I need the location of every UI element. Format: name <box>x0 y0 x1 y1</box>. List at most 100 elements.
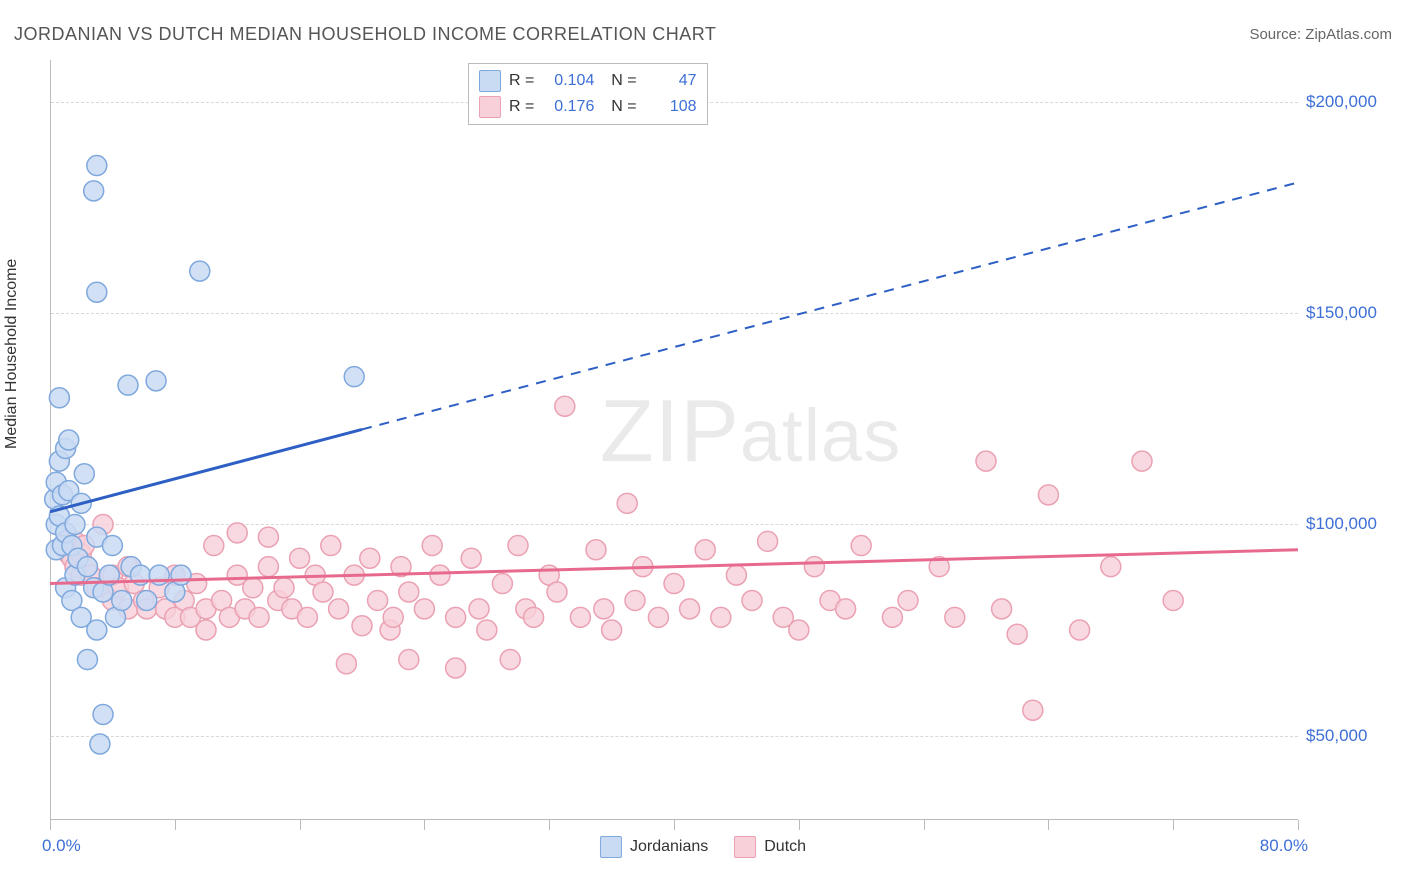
legend-n-value: 47 <box>645 72 697 90</box>
bottom-legend-label: Jordanians <box>630 838 708 856</box>
scatter-point-jordanians <box>77 557 97 577</box>
x-tick <box>175 820 176 830</box>
scatter-point-dutch <box>227 523 247 543</box>
scatter-point-jordanians <box>87 282 107 302</box>
chart-source: Source: ZipAtlas.com <box>1249 26 1392 43</box>
scatter-point-dutch <box>898 590 918 610</box>
stats-legend-row: R =0.104 N =47 <box>479 68 697 94</box>
scatter-point-jordanians <box>49 388 69 408</box>
scatter-point-jordanians <box>118 375 138 395</box>
scatter-point-dutch <box>547 582 567 602</box>
stats-legend-row: R = 0.176 N = 108 <box>479 94 697 120</box>
scatter-point-dutch <box>602 620 622 640</box>
legend-n-value: 108 <box>645 98 697 116</box>
scatter-point-jordanians <box>65 514 85 534</box>
scatter-point-dutch <box>461 548 481 568</box>
scatter-point-dutch <box>789 620 809 640</box>
scatter-point-dutch <box>711 607 731 627</box>
scatter-point-dutch <box>742 590 762 610</box>
scatter-point-jordanians <box>112 590 132 610</box>
scatter-point-dutch <box>1163 590 1183 610</box>
scatter-point-dutch <box>290 548 310 568</box>
y-tick-label: $100,000 <box>1306 514 1377 534</box>
scatter-point-dutch <box>594 599 614 619</box>
scatter-point-dutch <box>336 654 356 674</box>
bottom-legend-item: Dutch <box>734 836 806 858</box>
legend-r-value: 0.176 <box>542 98 594 116</box>
y-tick-label: $200,000 <box>1306 92 1377 112</box>
scatter-point-dutch <box>680 599 700 619</box>
scatter-point-dutch <box>570 607 590 627</box>
trend-line-jordanians <box>50 429 362 511</box>
scatter-point-dutch <box>274 578 294 598</box>
scatter-point-jordanians <box>77 650 97 670</box>
scatter-point-dutch <box>1007 624 1027 644</box>
scatter-point-dutch <box>1070 620 1090 640</box>
x-tick <box>549 820 550 830</box>
legend-swatch <box>479 96 501 118</box>
x-axis-max-label: 80.0% <box>1260 836 1308 856</box>
x-tick <box>424 820 425 830</box>
scatter-point-dutch <box>1101 557 1121 577</box>
scatter-point-dutch <box>1038 485 1058 505</box>
scatter-point-dutch <box>313 582 333 602</box>
scatter-point-dutch <box>249 607 269 627</box>
scatter-point-dutch <box>492 574 512 594</box>
x-tick <box>1048 820 1049 830</box>
scatter-point-dutch <box>321 536 341 556</box>
scatter-point-jordanians <box>87 620 107 640</box>
scatter-point-jordanians <box>137 590 157 610</box>
scatter-point-jordanians <box>93 704 113 724</box>
scatter-point-dutch <box>726 565 746 585</box>
scatter-point-jordanians <box>344 367 364 387</box>
legend-r-label: R = <box>509 72 534 90</box>
scatter-point-dutch <box>555 396 575 416</box>
legend-n-label: N = <box>602 98 636 116</box>
scatter-point-dutch <box>446 607 466 627</box>
legend-n-label: N = <box>602 72 636 90</box>
chart-container: JORDANIAN VS DUTCH MEDIAN HOUSEHOLD INCO… <box>0 0 1406 892</box>
scatter-point-dutch <box>469 599 489 619</box>
x-tick <box>1298 820 1299 830</box>
scatter-point-dutch <box>758 531 778 551</box>
scatter-point-dutch <box>882 607 902 627</box>
bottom-legend-item: Jordanians <box>600 836 708 858</box>
chart-header: JORDANIAN VS DUTCH MEDIAN HOUSEHOLD INCO… <box>14 24 1392 45</box>
legend-swatch <box>600 836 622 858</box>
scatter-point-dutch <box>836 599 856 619</box>
chart-svg <box>50 60 1298 820</box>
x-tick <box>799 820 800 830</box>
scatter-point-dutch <box>329 599 349 619</box>
scatter-point-dutch <box>945 607 965 627</box>
bottom-legend-label: Dutch <box>764 838 806 856</box>
scatter-point-dutch <box>414 599 434 619</box>
scatter-point-jordanians <box>146 371 166 391</box>
legend-r-label: R = <box>509 98 534 116</box>
scatter-point-dutch <box>1132 451 1152 471</box>
scatter-point-dutch <box>500 650 520 670</box>
scatter-point-dutch <box>297 607 317 627</box>
scatter-point-dutch <box>446 658 466 678</box>
scatter-point-dutch <box>664 574 684 594</box>
scatter-point-jordanians <box>90 734 110 754</box>
x-tick <box>50 820 51 830</box>
x-axis-min-label: 0.0% <box>42 836 81 856</box>
scatter-point-dutch <box>422 536 442 556</box>
scatter-point-dutch <box>360 548 380 568</box>
scatter-point-dutch <box>648 607 668 627</box>
scatter-point-jordanians <box>84 181 104 201</box>
scatter-point-dutch <box>695 540 715 560</box>
scatter-point-dutch <box>430 565 450 585</box>
y-tick-label: $50,000 <box>1306 726 1367 746</box>
scatter-point-dutch <box>625 590 645 610</box>
scatter-point-jordanians <box>171 565 191 585</box>
stats-legend: R =0.104 N =47R =0.176 N =108 <box>468 63 708 125</box>
x-tick <box>674 820 675 830</box>
bottom-legend: Jordanians Dutch <box>600 836 806 858</box>
legend-swatch <box>734 836 756 858</box>
scatter-point-dutch <box>368 590 388 610</box>
scatter-point-jordanians <box>190 261 210 281</box>
scatter-point-dutch <box>1023 700 1043 720</box>
scatter-point-dutch <box>399 650 419 670</box>
scatter-point-dutch <box>243 578 263 598</box>
